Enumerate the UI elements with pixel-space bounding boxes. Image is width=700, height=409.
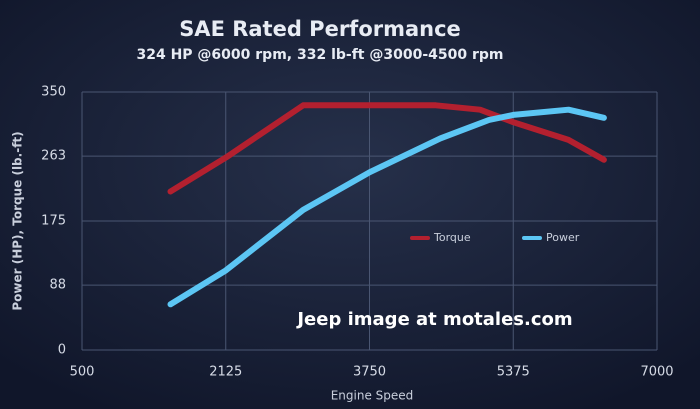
series-line bbox=[167, 102, 607, 195]
x-tick-label: 2125 bbox=[209, 365, 242, 380]
x-axis-label: Engine Speed bbox=[331, 389, 414, 403]
legend-label: Torque bbox=[433, 231, 471, 244]
y-axis-label: Power (HP), Torque (lb.-ft) bbox=[11, 131, 25, 310]
y-tick-label: 88 bbox=[49, 278, 66, 293]
x-tick-label: 500 bbox=[70, 365, 95, 380]
y-tick-label: 263 bbox=[41, 149, 66, 164]
x-tick-label: 3750 bbox=[353, 365, 386, 380]
y-tick-label: 350 bbox=[41, 85, 66, 100]
x-tick-label: 7000 bbox=[640, 365, 673, 380]
y-tick-label: 0 bbox=[58, 343, 66, 358]
x-tick-label: 5375 bbox=[497, 365, 530, 380]
series-line bbox=[167, 106, 607, 308]
chart-subtitle: 324 HP @6000 rpm, 332 lb-ft @3000-4500 r… bbox=[136, 47, 503, 63]
chart-title: SAE Rated Performance bbox=[179, 17, 461, 41]
legend-label: Power bbox=[546, 231, 580, 244]
watermark: Jeep image at motales.com bbox=[295, 309, 572, 330]
y-tick-label: 175 bbox=[41, 214, 66, 229]
